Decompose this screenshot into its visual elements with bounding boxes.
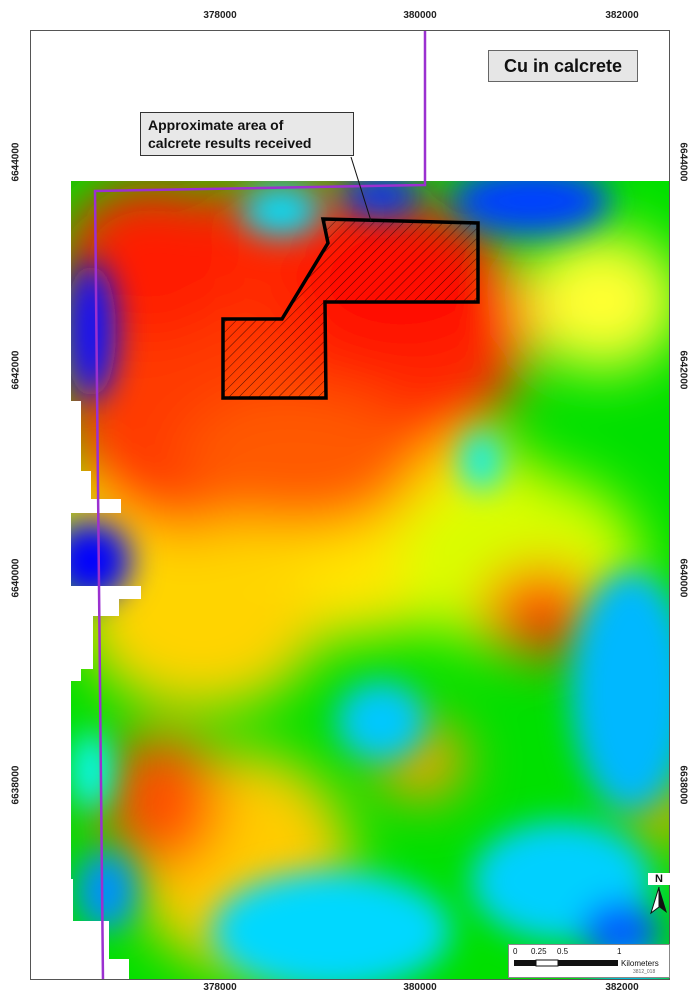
map-title: Cu in calcrete: [503, 55, 623, 76]
y-tick-left-6638000: 6638000: [10, 765, 22, 805]
scale-label-0-5: 0.5: [557, 947, 569, 956]
tenement-boundary: [93, 31, 427, 979]
map-credit: 3812_018: [633, 969, 656, 975]
x-tick-top-378000: 378000: [203, 10, 237, 21]
north-arrow: N: [648, 873, 670, 915]
y-tick-right-6640000: 6640000: [677, 558, 689, 598]
map-frame[interactable]: [30, 30, 670, 980]
map-title-box: Cu in calcrete: [488, 50, 638, 82]
north-label: N: [648, 873, 670, 885]
x-tick-top-380000: 380000: [403, 10, 437, 21]
north-arrow-icon: [650, 887, 667, 915]
y-tick-right-6638000: 6638000: [677, 765, 689, 805]
scale-label-1: 1: [617, 947, 622, 956]
y-tick-left-6640000: 6640000: [10, 558, 22, 598]
scale-label-0: 0: [513, 947, 518, 956]
callout-line-1: Approximate area of: [148, 117, 284, 133]
y-tick-left-6642000: 6642000: [10, 350, 22, 390]
x-tick-bottom-382000: 382000: [605, 982, 639, 993]
callout-leader: [350, 156, 372, 222]
scale-bar: 0 0.25 0.5 1 Kilometers 3812_018: [508, 944, 670, 978]
scale-unit: Kilometers: [621, 959, 659, 968]
x-tick-bottom-378000: 378000: [203, 982, 237, 993]
cu-heatmap: [71, 31, 669, 979]
x-tick-top-382000: 382000: [605, 10, 639, 21]
callout-line-2: calcrete results received: [148, 135, 312, 151]
y-tick-right-6642000: 6642000: [677, 350, 689, 390]
scale-bar-graphic: [514, 959, 618, 967]
calcrete-results-area[interactable]: [221, 217, 480, 400]
scale-label-0-25: 0.25: [531, 947, 547, 956]
y-tick-left-6644000: 6644000: [10, 142, 22, 182]
callout-box: Approximate area of calcrete results rec…: [140, 112, 354, 156]
x-tick-bottom-380000: 380000: [403, 982, 437, 993]
y-tick-right-6644000: 6644000: [677, 142, 689, 182]
